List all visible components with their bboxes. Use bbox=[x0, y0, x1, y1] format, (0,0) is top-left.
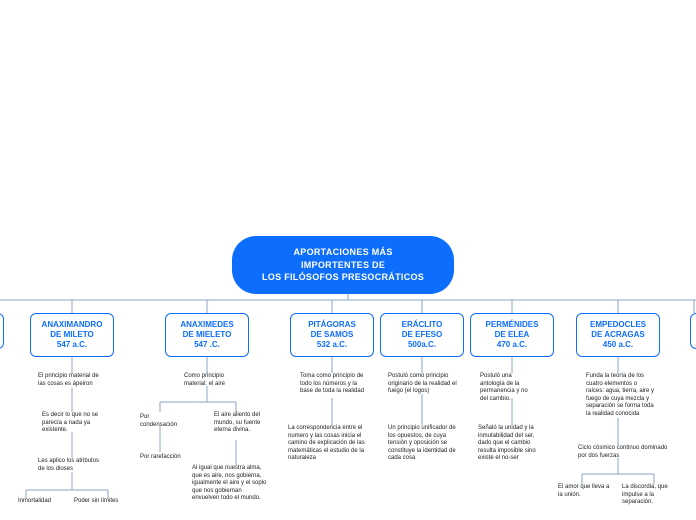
text-emp-2: Ciclo cósmico continuo dominado por dos … bbox=[578, 445, 668, 460]
text-anaximandro-5: Poder sin límites bbox=[74, 498, 130, 506]
node-l1: ANAXIMANDRO bbox=[42, 320, 103, 329]
text-anaxime-3b: Al igual que nuestra alma, que es aire, … bbox=[192, 465, 270, 503]
text-anaxime-3a: Por rarefacción bbox=[140, 454, 186, 462]
node-l3: 547 .C. bbox=[194, 340, 220, 349]
text-era-1: Postuló como principio originario de la … bbox=[388, 373, 458, 396]
node-empedocles: EMPEDOCLES DE ACRAGAS 450 a.C. bbox=[576, 313, 660, 357]
text-pit-2: La correspondencia entre el numero y las… bbox=[288, 425, 378, 463]
node-l1: ERÁCLITO bbox=[402, 320, 443, 329]
text-emp-3b: La discordia, que impulse a la separació… bbox=[622, 484, 678, 507]
node-l1: PITÁGORAS bbox=[308, 320, 356, 329]
text-era-2: Un principio unificador de los opuestos,… bbox=[388, 425, 460, 463]
node-l1: EMPEDOCLES bbox=[590, 320, 646, 329]
node-pitagoras: PITÁGORAS DE SAMOS 532 a.C. bbox=[290, 313, 374, 357]
node-eraclito: ERÁCLITO DE EFESO 500a.C. bbox=[380, 313, 464, 357]
edge-node-right bbox=[690, 313, 696, 349]
node-anaximedes: ANAXIMEDES DE MIELETO 547 .C. bbox=[165, 313, 249, 357]
text-anaximandro-2: Es decir lo que no se parecía a nada ya … bbox=[42, 412, 108, 435]
node-l1: ANAXIMEDES bbox=[180, 320, 233, 329]
text-anaximandro-1: El principio material de las cosas es áp… bbox=[38, 373, 104, 388]
node-l3: 500a.C. bbox=[408, 340, 436, 349]
text-pit-1: Toma como principio de todo los números … bbox=[300, 373, 366, 396]
node-l2: DE MIELETO bbox=[183, 330, 232, 339]
text-per-2: Señaló la unidad y la inmutabilidad del … bbox=[478, 425, 540, 463]
root-node: APORTACIONES MÁS IMPORTENTES DE LOS FILÓ… bbox=[232, 236, 454, 294]
node-permenides: PERMÉNIDES DE ELEA 470 a.C. bbox=[470, 313, 554, 357]
node-l3: 450 a.C. bbox=[603, 340, 633, 349]
text-anaximandro-4: Inmortalidad bbox=[18, 498, 66, 506]
node-l2: DE SAMOS bbox=[311, 330, 354, 339]
root-line1: APORTACIONES MÁS bbox=[293, 247, 392, 257]
text-anaxime-2b: El aire aliento del mundo, su fuente ete… bbox=[214, 412, 264, 435]
edge-node-left bbox=[0, 313, 4, 349]
node-l2: DE ACRAGAS bbox=[591, 330, 644, 339]
node-l3: 470 a.C. bbox=[497, 340, 527, 349]
text-anaxime-2a: Por condensación bbox=[140, 414, 186, 429]
node-l2: DE ELEA bbox=[495, 330, 530, 339]
node-l2: DE EFESO bbox=[402, 330, 442, 339]
text-per-1: Postuló una antología de la permanencia … bbox=[480, 373, 536, 403]
text-emp-1: Funda la teoría de los cuatro elementos … bbox=[586, 373, 656, 418]
node-l1: PERMÉNIDES bbox=[486, 320, 539, 329]
node-l3: 532 a.C. bbox=[317, 340, 347, 349]
node-l3: 547 a.C. bbox=[57, 340, 87, 349]
text-anaximandro-3: Les aplico los atributos de los dioses bbox=[38, 458, 104, 473]
text-anaxime-1: Como principio material: el aire bbox=[184, 373, 240, 388]
node-anaximandro: ANAXIMANDRO DE MILETO 547 a.C. bbox=[30, 313, 114, 357]
root-line2: IMPORTENTES DE bbox=[301, 260, 385, 270]
node-l2: DE MILETO bbox=[50, 330, 93, 339]
root-line3: LOS FILÓSOFOS PRESOCRÁTICOS bbox=[262, 272, 424, 282]
text-emp-3a: El amor que lleva a la unión. bbox=[558, 484, 612, 499]
